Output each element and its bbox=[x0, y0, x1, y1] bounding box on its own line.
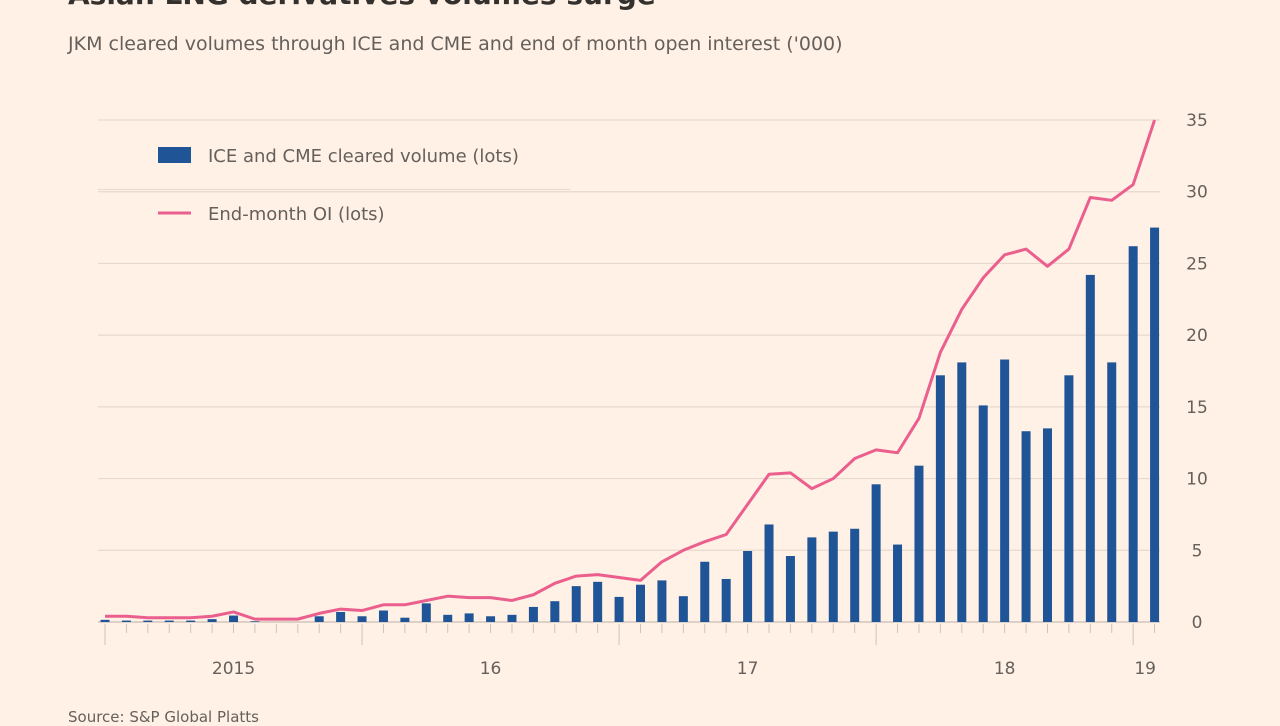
bar bbox=[1128, 246, 1138, 622]
bar bbox=[528, 606, 538, 622]
bar bbox=[314, 616, 324, 622]
bar bbox=[1085, 274, 1095, 622]
oi-line bbox=[105, 119, 1157, 621]
bar bbox=[1021, 431, 1031, 622]
bar bbox=[636, 584, 645, 622]
bar bbox=[893, 544, 903, 622]
bar bbox=[164, 620, 174, 622]
legend-swatch-bars bbox=[158, 147, 191, 163]
bar bbox=[336, 611, 346, 622]
chart-subtitle: JKM cleared volumes through ICE and CME … bbox=[68, 33, 843, 55]
bar bbox=[100, 619, 110, 622]
bar bbox=[421, 603, 431, 622]
bar bbox=[957, 362, 967, 622]
y-tick-label: 10 bbox=[1186, 470, 1208, 490]
chart-title: Asian LNG derivatives volumes surge bbox=[68, 0, 656, 11]
bar bbox=[143, 620, 153, 622]
bar bbox=[1064, 375, 1074, 622]
bar bbox=[871, 484, 881, 622]
bar bbox=[486, 616, 496, 622]
bar bbox=[700, 561, 710, 622]
bar bbox=[550, 601, 560, 622]
bar bbox=[1000, 359, 1010, 622]
bar bbox=[935, 375, 945, 622]
y-tick-label: 0 bbox=[1192, 613, 1203, 633]
bar bbox=[850, 528, 860, 622]
bar bbox=[464, 613, 474, 622]
bar bbox=[378, 610, 388, 622]
bar bbox=[1150, 227, 1160, 623]
bar bbox=[507, 614, 517, 622]
x-tick-label: 18 bbox=[994, 659, 1016, 679]
bar bbox=[807, 537, 817, 622]
y-tick-label: 20 bbox=[1186, 326, 1208, 346]
bar bbox=[721, 578, 731, 622]
bar bbox=[250, 621, 260, 622]
bar bbox=[678, 596, 688, 622]
bar bbox=[614, 596, 624, 622]
bar bbox=[571, 586, 581, 622]
x-tick-label: 19 bbox=[1134, 659, 1156, 679]
y-tick-label: 35 bbox=[1186, 111, 1208, 131]
bar bbox=[785, 556, 795, 622]
bar bbox=[743, 551, 753, 622]
bar bbox=[978, 405, 988, 622]
bar bbox=[121, 620, 131, 622]
y-tick-label: 30 bbox=[1186, 183, 1208, 203]
y-tick-label: 25 bbox=[1186, 254, 1208, 274]
x-tick-label: 17 bbox=[737, 659, 759, 679]
bar bbox=[400, 617, 410, 622]
bar bbox=[207, 619, 217, 622]
y-tick-label: 15 bbox=[1186, 398, 1208, 418]
bar bbox=[1107, 362, 1117, 622]
x-tick-label: 2015 bbox=[212, 659, 255, 679]
bar bbox=[1042, 428, 1052, 622]
y-tick-label: 5 bbox=[1192, 541, 1203, 561]
source-note: Source: S&P Global Platts bbox=[68, 708, 259, 726]
bar bbox=[229, 615, 239, 622]
legend-label-oi: End-month OI (lots) bbox=[208, 204, 385, 225]
bar bbox=[186, 620, 196, 622]
legend-label-volume: ICE and CME cleared volume (lots) bbox=[208, 146, 519, 167]
bar bbox=[914, 465, 924, 622]
bar bbox=[828, 531, 838, 622]
bar bbox=[657, 580, 667, 622]
legend: ICE and CME cleared volume (lots) End-mo… bbox=[98, 146, 570, 225]
x-tick-label: 16 bbox=[480, 659, 502, 679]
bar bbox=[764, 524, 774, 622]
bar bbox=[357, 616, 367, 622]
bar bbox=[593, 581, 603, 622]
bar bbox=[443, 614, 453, 622]
